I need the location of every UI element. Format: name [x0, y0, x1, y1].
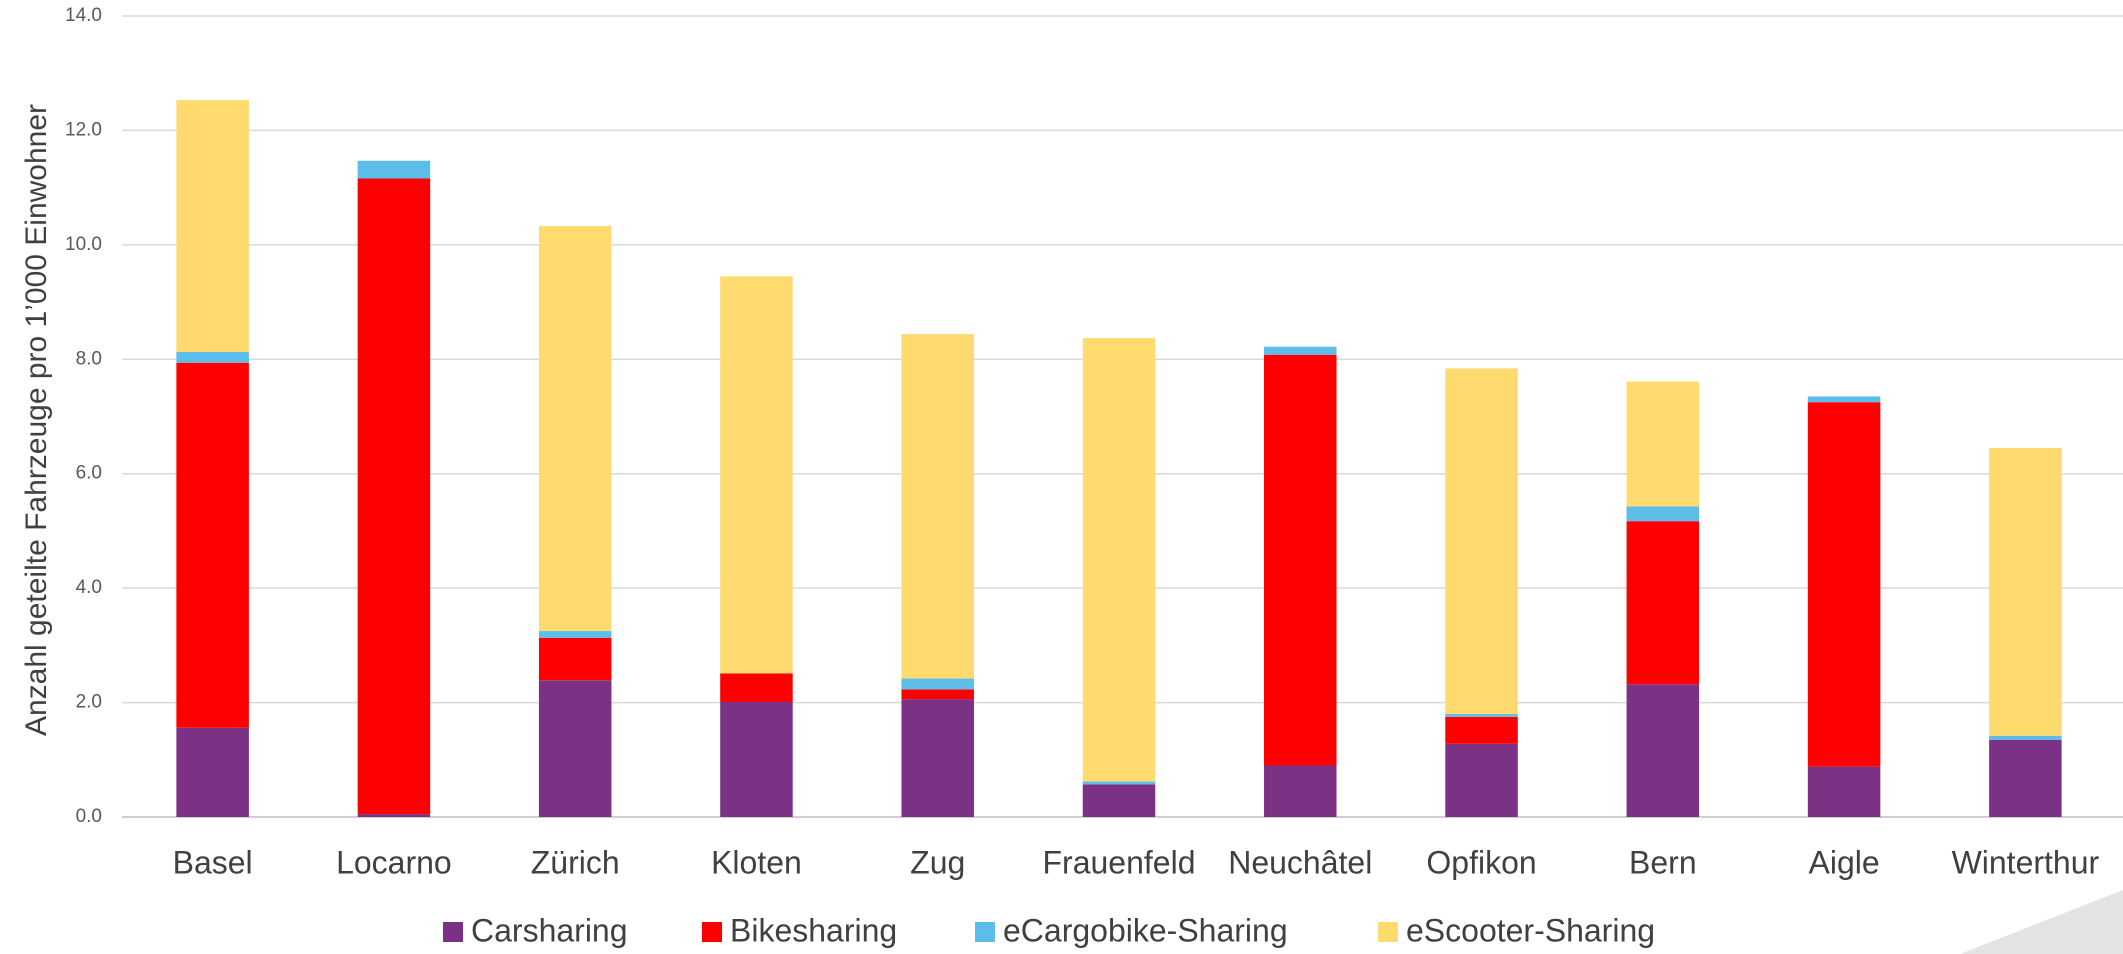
bar-segment	[1445, 368, 1518, 715]
y-tick-label: 4.0	[76, 577, 102, 598]
legend-label: Carsharing	[471, 912, 628, 948]
legend-swatch	[443, 922, 463, 942]
bar-segment	[720, 701, 793, 817]
bar-segment	[1082, 784, 1156, 817]
y-tick-label: 8.0	[76, 348, 102, 369]
y-axis-title: Anzahl geteilte Fahrzeuge pro 1’000 Einw…	[20, 104, 53, 736]
bar-segment	[901, 678, 974, 690]
x-tick-label: Frauenfeld	[1043, 844, 1196, 880]
bar-segment	[1989, 447, 2062, 736]
bar-segment	[538, 680, 612, 817]
bar-segment	[901, 334, 974, 679]
bar-segment	[1264, 354, 1337, 766]
bar-segment	[357, 814, 431, 817]
legend-label: eScooter-Sharing	[1406, 912, 1655, 948]
y-tick-label: 12.0	[65, 119, 102, 140]
legend-label: Bikesharing	[730, 912, 897, 948]
bar-segment	[176, 351, 249, 363]
bar-segment	[357, 178, 431, 815]
bar-segment	[1445, 743, 1518, 817]
x-tick-label: Kloten	[711, 844, 802, 880]
bar-segment	[1626, 521, 1700, 685]
bar-segment	[720, 673, 793, 702]
x-tick-label: Zürich	[531, 844, 620, 880]
bar-segment	[1264, 346, 1337, 355]
y-tick-label: 2.0	[76, 692, 102, 713]
x-tick-label: Opfikon	[1426, 844, 1536, 880]
bar-segment	[1989, 735, 2062, 740]
bar-segment	[176, 362, 249, 728]
bar-segment	[1807, 396, 1881, 403]
bar-segment	[1082, 781, 1156, 785]
bar-segment	[357, 160, 431, 179]
bar-segment	[1445, 714, 1518, 717]
bar-segment	[538, 225, 612, 632]
legend-swatch	[975, 922, 995, 942]
bar-segment	[1626, 506, 1700, 522]
bar-segment	[538, 637, 612, 681]
bar-segment	[1264, 765, 1337, 817]
bar-segment	[1626, 381, 1700, 507]
bar-segment	[176, 727, 249, 817]
legend-swatch	[1378, 922, 1398, 942]
decoration	[1960, 890, 2123, 954]
legend-label: eCargobike-Sharing	[1003, 912, 1288, 948]
x-tick-label: Aigle	[1809, 844, 1880, 880]
bar-segment	[538, 631, 612, 638]
bar-segment	[901, 699, 974, 817]
legend-swatch	[702, 922, 722, 942]
bar-segment	[720, 276, 793, 674]
bar-segment	[1082, 338, 1156, 782]
x-tick-label: Locarno	[336, 844, 452, 880]
bar-segment	[1807, 402, 1881, 767]
bar-segment	[1807, 766, 1881, 817]
y-tick-label: 6.0	[76, 463, 102, 484]
x-tick-label: Zug	[910, 844, 965, 880]
x-tick-label: Winterthur	[1952, 844, 2100, 880]
bar-segment	[1626, 684, 1700, 817]
x-tick-label: Neuchâtel	[1228, 844, 1372, 880]
bar-segment	[176, 100, 249, 352]
x-tick-label: Bern	[1629, 844, 1697, 880]
bar-segment	[1445, 716, 1518, 744]
x-tick-label: Basel	[173, 844, 253, 880]
y-tick-label: 14.0	[65, 5, 102, 26]
bar-segment	[901, 689, 974, 700]
y-tick-label: 0.0	[76, 806, 102, 827]
bar-segment	[1989, 739, 2062, 817]
y-tick-label: 10.0	[65, 234, 102, 255]
